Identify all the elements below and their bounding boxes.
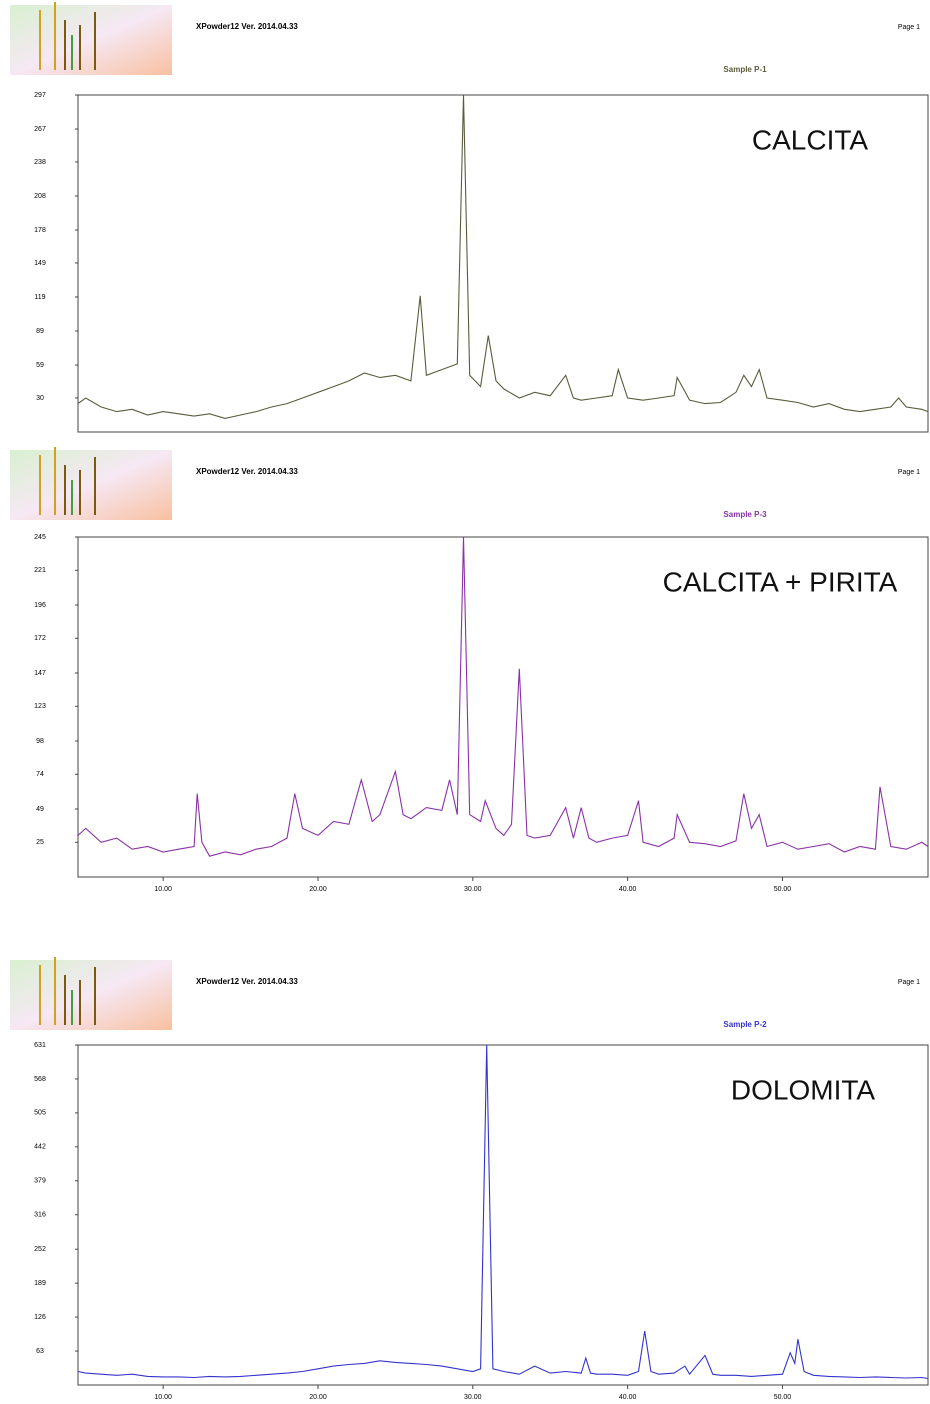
diffractogram-line [77, 1044, 929, 1380]
annotation: CALCITA + PIRITA [663, 566, 898, 597]
y-tick-label: 74 [36, 771, 44, 778]
annotation: DOLOMITA [731, 1074, 875, 1105]
x-tick-label: 30.00 [464, 886, 482, 893]
x-tick-label: 40.00 [619, 1394, 637, 1399]
y-tick-label: 49 [36, 806, 44, 813]
x-tick-label: 50.00 [774, 886, 792, 893]
y-tick-label: 172 [34, 635, 46, 642]
header: XPowder12 Ver. 2014.04.33 [196, 22, 298, 31]
chart-title: Sample P-1 [723, 65, 767, 74]
page-number: Page 1 [898, 469, 920, 476]
y-tick-label: 30 [36, 395, 44, 402]
y-tick-label: 631 [34, 1042, 46, 1049]
y-tick-label: 63 [36, 1348, 44, 1355]
plot-frame [77, 94, 929, 433]
y-tick-label: 149 [34, 260, 46, 267]
x-tick-label: 50.00 [774, 1394, 792, 1399]
header: XPowder12 Ver. 2014.04.33 [196, 977, 298, 986]
y-tick-label: 245 [34, 534, 46, 541]
y-tick-label: 98 [36, 738, 44, 745]
plot-frame [77, 536, 929, 878]
y-tick-label: 89 [36, 328, 44, 335]
y-tick-label: 505 [34, 1110, 46, 1117]
y-tick-label: 126 [34, 1314, 46, 1321]
y-tick-label: 25 [36, 839, 44, 846]
y-tick-label: 59 [36, 362, 44, 369]
x-tick-label: 10.00 [154, 1394, 172, 1399]
y-tick-label: 379 [34, 1178, 46, 1185]
y-tick-label: 189 [34, 1280, 46, 1287]
y-tick-label: 147 [34, 670, 46, 677]
y-tick-label: 252 [34, 1246, 46, 1253]
page-number: Page 1 [898, 979, 920, 986]
chart-title: Sample P-2 [723, 1020, 767, 1029]
x-tick-label: 30.00 [464, 1394, 482, 1399]
y-tick-label: 568 [34, 1076, 46, 1083]
diffractogram-line [77, 536, 929, 857]
x-tick-label: 40.00 [619, 886, 637, 893]
y-tick-label: 442 [34, 1144, 46, 1151]
chart-title: Sample P-3 [723, 510, 767, 519]
logo [10, 5, 172, 75]
x-tick-label: 10.00 [154, 886, 172, 893]
y-tick-label: 316 [34, 1212, 46, 1219]
y-tick-label: 119 [34, 294, 45, 301]
y-tick-label: 267 [34, 126, 46, 133]
y-tick-label: 238 [34, 159, 46, 166]
x-tick-label: 20.00 [309, 1394, 327, 1399]
x-tick-label: 20.00 [309, 886, 327, 893]
y-tick-label: 178 [34, 227, 46, 234]
header: XPowder12 Ver. 2014.04.33 [196, 467, 298, 476]
y-tick-label: 208 [34, 193, 46, 200]
y-tick-label: 123 [34, 703, 46, 710]
y-tick-label: 297 [34, 92, 46, 99]
y-tick-label: 221 [34, 567, 46, 574]
annotation: CALCITA [752, 124, 868, 155]
page-number: Page 1 [898, 24, 920, 31]
diffractogram-line [77, 94, 929, 419]
logo [10, 960, 172, 1030]
y-tick-label: 196 [34, 602, 46, 609]
logo [10, 450, 172, 520]
